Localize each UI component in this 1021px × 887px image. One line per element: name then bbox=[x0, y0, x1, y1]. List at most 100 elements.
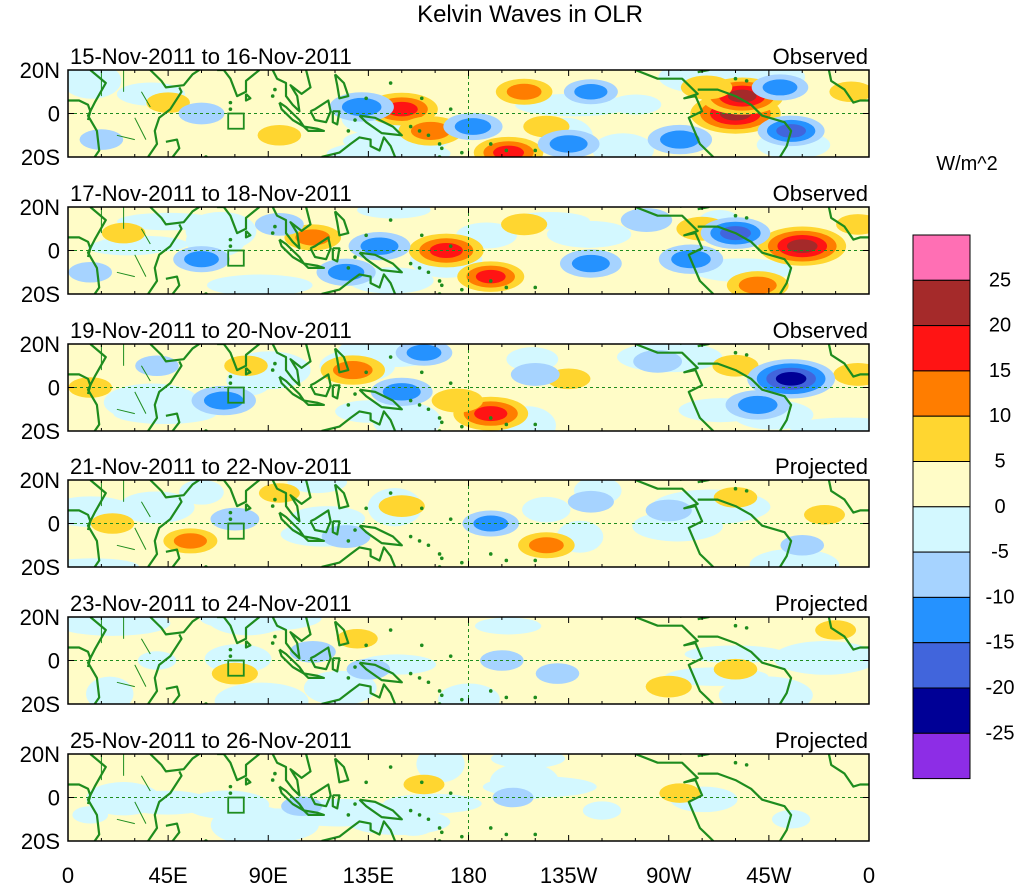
panel-4: 20N 0 20S 21-Nov-2011 to 22-Nov-2011 Project… bbox=[20, 454, 870, 580]
y-tick-label: 20S bbox=[21, 829, 60, 854]
coastline bbox=[333, 347, 350, 374]
island bbox=[270, 231, 275, 235]
field-band bbox=[592, 133, 654, 157]
coastline bbox=[147, 86, 183, 157]
island bbox=[448, 517, 453, 521]
olr-anomaly-contour bbox=[211, 662, 258, 685]
y-tick-label: 0 bbox=[48, 102, 60, 127]
country-border bbox=[134, 117, 147, 140]
island bbox=[270, 641, 275, 645]
olr-anomaly-contour bbox=[737, 395, 778, 414]
panels-group: 20N 0 20S 15-Nov-2011 to 16-Nov-2011 Observe… bbox=[20, 44, 870, 854]
island bbox=[353, 665, 357, 669]
coastline bbox=[271, 70, 312, 113]
field-band bbox=[117, 491, 195, 524]
region-box bbox=[227, 249, 245, 267]
olr-anomaly-contour bbox=[506, 83, 542, 100]
panel-field bbox=[68, 617, 869, 704]
island bbox=[408, 534, 413, 539]
x-tick-label: 180 bbox=[450, 863, 487, 887]
colorbar-units-label: W/m^2 bbox=[936, 153, 998, 175]
olr-anomaly-contour bbox=[341, 97, 382, 117]
island bbox=[460, 424, 464, 429]
colorbar-tick-label: 5 bbox=[994, 451, 1005, 473]
island bbox=[353, 528, 357, 532]
olr-anomaly-contour bbox=[431, 388, 484, 413]
longitude-axis: 0 45E 90E 135E 180 135W 90W 45W 0 bbox=[62, 863, 875, 887]
y-tick-label: 0 bbox=[48, 649, 60, 674]
coastline bbox=[244, 93, 252, 102]
field-band bbox=[68, 558, 139, 567]
coastline bbox=[321, 546, 397, 567]
olr-anomaly-contour bbox=[510, 363, 560, 386]
coastline bbox=[309, 99, 332, 124]
island bbox=[488, 552, 493, 556]
olr-anomaly-contour bbox=[475, 269, 506, 284]
island bbox=[228, 517, 233, 521]
coastline bbox=[165, 548, 181, 567]
coastline bbox=[68, 373, 92, 395]
coastline bbox=[149, 70, 200, 89]
olr-anomaly-contour bbox=[645, 499, 692, 522]
olr-anomaly-contour bbox=[295, 229, 331, 246]
x-tick-label: 0 bbox=[62, 863, 74, 887]
coastline bbox=[217, 344, 261, 372]
country-border bbox=[116, 818, 135, 825]
coastline bbox=[244, 777, 252, 786]
region-box bbox=[227, 796, 245, 814]
coastline bbox=[697, 772, 793, 841]
panel-date-range: 21-Nov-2011 to 22-Nov-2011 bbox=[70, 454, 352, 479]
colorbar-swatch bbox=[912, 370, 971, 417]
island bbox=[408, 398, 413, 403]
island bbox=[460, 560, 464, 565]
island bbox=[437, 826, 442, 830]
panel-date-range: 19-Nov-2011 to 20-Nov-2011 bbox=[70, 318, 352, 343]
coastline bbox=[271, 344, 312, 387]
island bbox=[408, 124, 413, 129]
island bbox=[426, 407, 431, 412]
coastline bbox=[147, 223, 183, 294]
island bbox=[733, 760, 738, 765]
country-border bbox=[134, 527, 147, 550]
island bbox=[408, 261, 413, 266]
island bbox=[270, 778, 275, 782]
island bbox=[417, 813, 422, 817]
olr-anomaly-contour bbox=[836, 214, 869, 235]
island bbox=[270, 504, 275, 508]
island bbox=[346, 813, 351, 817]
colorbar-swatch bbox=[912, 732, 971, 780]
coastline bbox=[697, 362, 793, 431]
coastline bbox=[309, 783, 332, 808]
island bbox=[273, 361, 277, 366]
island bbox=[228, 100, 233, 105]
coastline bbox=[697, 88, 793, 157]
island bbox=[437, 689, 442, 693]
island bbox=[744, 763, 749, 767]
olr-anomaly-contour bbox=[727, 89, 757, 103]
coastlines bbox=[68, 617, 869, 704]
panel-date-range: 25-Nov-2011 to 26-Nov-2011 bbox=[70, 728, 352, 753]
island bbox=[228, 510, 233, 515]
olr-anomaly-contour bbox=[712, 354, 759, 377]
island bbox=[440, 693, 444, 698]
coastline bbox=[271, 480, 312, 523]
island bbox=[460, 697, 464, 702]
field-band bbox=[474, 617, 542, 635]
colorbar-swatch bbox=[912, 551, 971, 598]
panel-date-range: 15-Nov-2011 to 16-Nov-2011 bbox=[70, 44, 352, 69]
y-tick-label: 20N bbox=[20, 468, 60, 493]
coastline bbox=[679, 617, 710, 621]
island bbox=[388, 218, 393, 222]
field-band bbox=[68, 70, 122, 99]
coastline bbox=[321, 683, 397, 704]
coastline bbox=[679, 70, 710, 74]
coastlines bbox=[68, 344, 869, 431]
olr-anomaly-contour bbox=[574, 84, 608, 100]
island bbox=[733, 76, 738, 81]
island bbox=[364, 780, 368, 785]
island bbox=[388, 355, 393, 359]
olr-anomaly-contour bbox=[713, 658, 758, 680]
x-tick-label: 0 bbox=[863, 863, 875, 887]
coastline bbox=[147, 360, 183, 431]
